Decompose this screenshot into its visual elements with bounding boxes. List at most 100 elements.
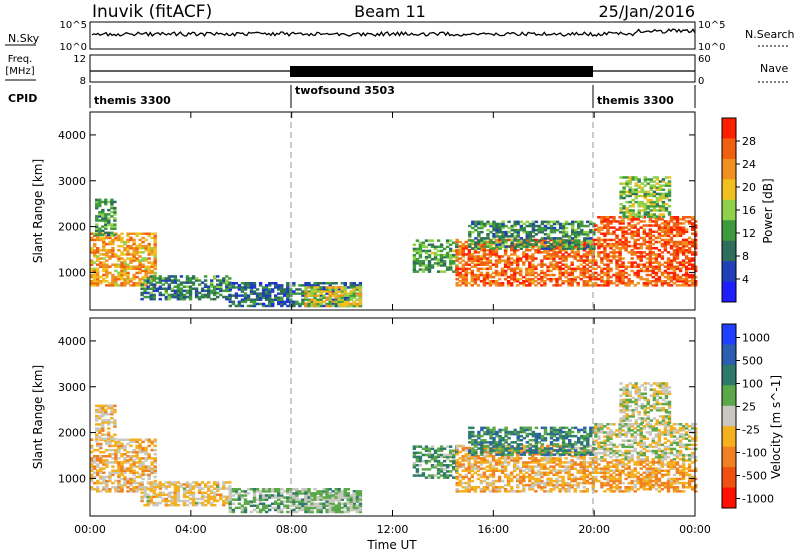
- power-cell: [531, 273, 535, 277]
- power-cell: [412, 260, 417, 263]
- power-cell: [510, 269, 514, 273]
- power-cell: [240, 298, 245, 301]
- power-cell: [540, 226, 545, 230]
- velocity-cell: [132, 473, 136, 477]
- power-cell: [571, 228, 575, 232]
- power-cell: [482, 263, 487, 266]
- power-cell: [264, 294, 269, 297]
- power-cell: [667, 198, 672, 202]
- velocity-cell: [313, 506, 317, 510]
- velocity-cell: [258, 498, 263, 501]
- power-cell: [135, 259, 139, 262]
- velocity-cell: [144, 448, 148, 452]
- velocity-cell: [421, 459, 426, 463]
- power-cell: [424, 239, 429, 242]
- power-cell: [129, 247, 133, 250]
- power-cell: [583, 224, 587, 228]
- power-cell: [646, 213, 650, 216]
- power-cell: [261, 286, 266, 289]
- power-cell: [418, 268, 423, 271]
- velocity-cell: [255, 504, 260, 507]
- power-cell: [111, 275, 115, 279]
- power-cell: [117, 277, 121, 281]
- power-cell: [633, 234, 637, 238]
- velocity-cell: [237, 494, 242, 497]
- power-cell: [631, 205, 635, 208]
- power-cell: [612, 253, 616, 256]
- power-cell: [540, 251, 544, 254]
- power-cell: [491, 280, 496, 283]
- power-cell: [630, 220, 634, 223]
- power-cell: [546, 235, 551, 238]
- power-cell: [636, 269, 640, 273]
- freq-tick-top: 12: [73, 54, 86, 65]
- power-cell: [307, 286, 311, 289]
- velocity-cell: [132, 471, 136, 474]
- velocity-cell: [146, 499, 150, 503]
- power-cell: [95, 223, 99, 226]
- power-cell: [684, 273, 689, 277]
- power-cell: [110, 231, 114, 235]
- velocity-cell: [464, 453, 468, 456]
- velocity-cell: [132, 440, 136, 444]
- power-cell: [477, 230, 481, 234]
- velocity-cell: [340, 490, 344, 493]
- power-cell: [194, 289, 199, 293]
- power-cell: [501, 226, 505, 230]
- power-cell: [153, 271, 157, 275]
- power-cell: [483, 239, 487, 242]
- power-cell: [479, 261, 484, 264]
- power-cell: [525, 269, 529, 273]
- power-cell: [558, 261, 562, 264]
- power-cell: [651, 251, 655, 254]
- power-cell: [243, 300, 248, 304]
- velocity-cell: [153, 465, 157, 468]
- power-cell: [480, 224, 484, 228]
- velocity-cell: [424, 447, 429, 450]
- velocity-cell: [540, 473, 544, 477]
- velocity-cell: [194, 483, 199, 486]
- velocity-cell: [90, 469, 94, 472]
- velocity-cell: [473, 471, 478, 474]
- power-cell: [573, 267, 577, 271]
- power-cell: [98, 213, 102, 216]
- velocity-cell: [90, 467, 94, 470]
- velocity-cell: [352, 506, 357, 510]
- power-cell: [98, 211, 102, 214]
- power-cell: [634, 178, 638, 181]
- velocity-cell: [96, 459, 100, 462]
- power-cell: [694, 234, 698, 238]
- power-cell: [424, 268, 429, 271]
- power-cell: [672, 244, 677, 248]
- power-cell: [694, 247, 698, 250]
- power-cell: [442, 247, 447, 251]
- power-cell: [585, 259, 589, 262]
- power-cell: [228, 277, 232, 280]
- power-cell: [90, 249, 94, 252]
- velocity-cell: [164, 499, 168, 503]
- velocity-cell: [503, 459, 508, 462]
- velocity-cell: [421, 472, 426, 475]
- power-cell: [210, 281, 214, 284]
- power-cell: [661, 196, 666, 200]
- velocity-cell: [540, 459, 544, 462]
- velocity-cell: [494, 469, 499, 472]
- power-cell: [358, 298, 363, 301]
- power-cell: [624, 247, 628, 250]
- power-cell: [615, 280, 619, 283]
- power-cell: [577, 224, 581, 228]
- power-cell: [513, 275, 517, 279]
- power-cell: [328, 294, 332, 297]
- power-cell: [619, 182, 623, 185]
- power-cell: [105, 280, 109, 283]
- velocity-cell: [513, 467, 517, 470]
- power-cell: [436, 260, 441, 263]
- velocity-cell: [412, 474, 417, 477]
- power-cell: [412, 264, 417, 267]
- power-cell: [577, 245, 581, 248]
- power-cell: [111, 273, 115, 277]
- power-cell: [669, 218, 674, 221]
- velocity-cell: [479, 475, 484, 479]
- power-cell: [564, 280, 568, 283]
- power-cell: [482, 242, 487, 246]
